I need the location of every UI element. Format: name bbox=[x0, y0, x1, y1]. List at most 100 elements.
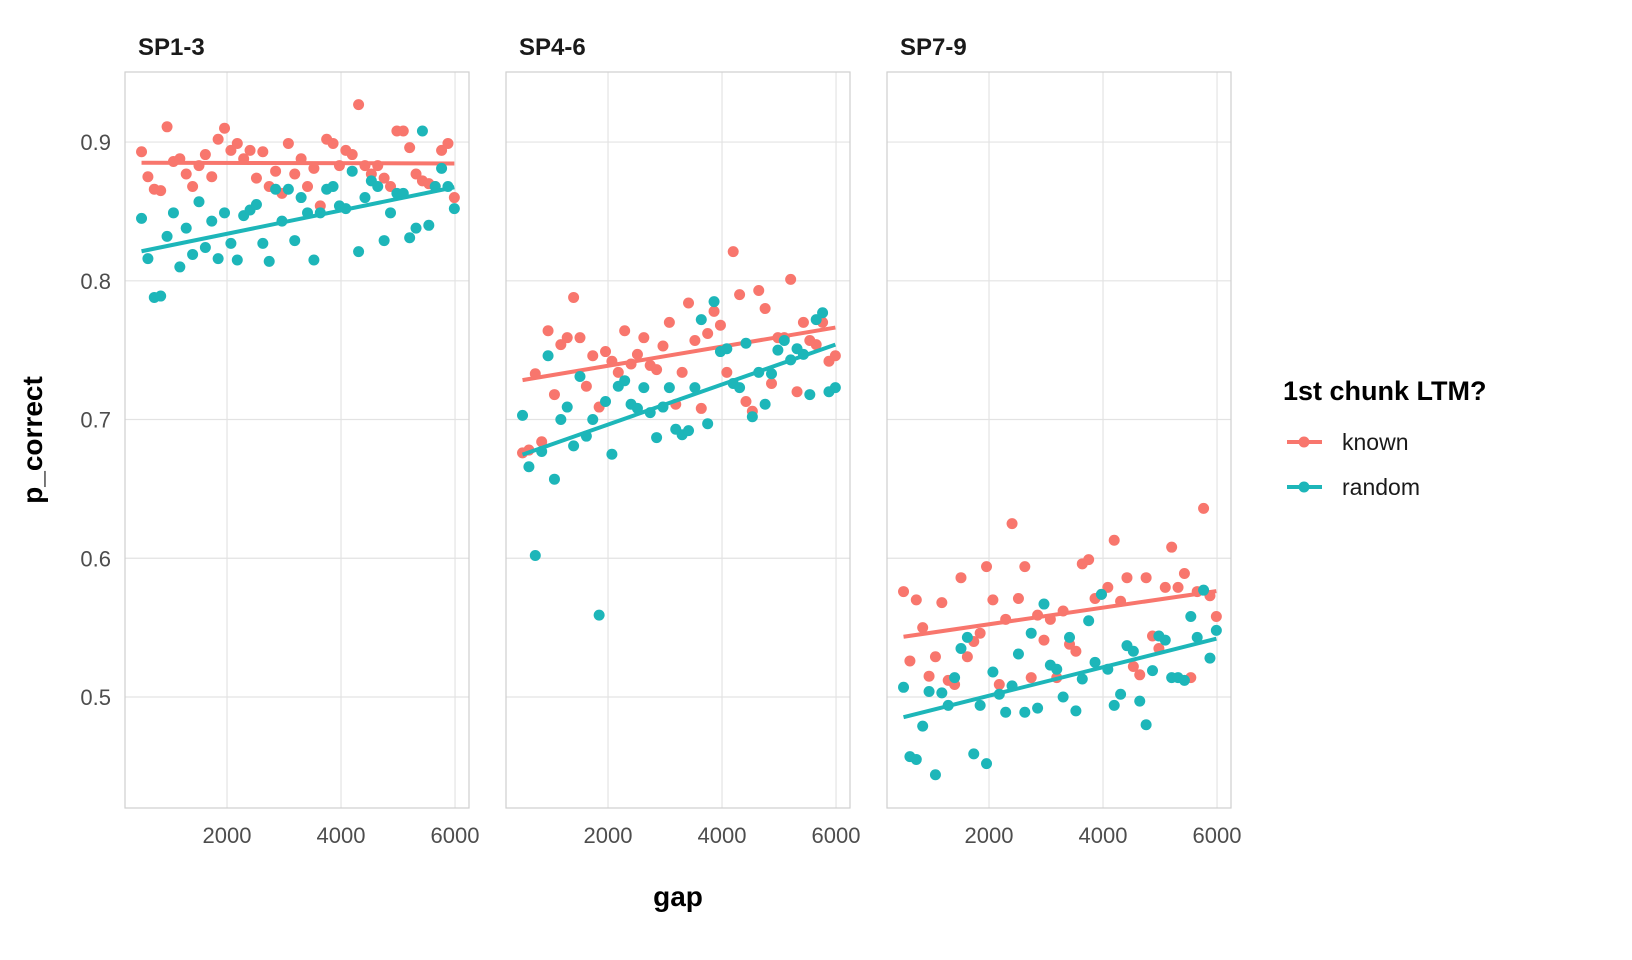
point-random bbox=[949, 672, 961, 684]
point-known bbox=[740, 396, 752, 408]
point-known bbox=[714, 319, 726, 331]
point-known bbox=[981, 561, 993, 573]
point-known bbox=[1121, 572, 1133, 584]
point-known bbox=[225, 144, 237, 156]
x-tick-label: 6000 bbox=[812, 823, 861, 848]
point-known bbox=[1159, 581, 1171, 593]
point-known bbox=[244, 144, 256, 156]
point-random bbox=[587, 414, 599, 426]
point-known bbox=[542, 325, 554, 337]
point-known bbox=[561, 332, 573, 344]
point-random bbox=[404, 232, 416, 244]
y-axis-ticks: 0.5 0.6 0.7 0.8 0.9 bbox=[80, 130, 111, 710]
point-known bbox=[619, 325, 631, 337]
point-known bbox=[353, 99, 365, 111]
point-random bbox=[193, 196, 205, 208]
point-random bbox=[638, 382, 650, 394]
point-known bbox=[676, 366, 688, 378]
point-known bbox=[327, 137, 339, 149]
point-random bbox=[619, 375, 631, 387]
point-random bbox=[1025, 627, 1037, 639]
trend-line-random bbox=[141, 185, 455, 254]
point-known bbox=[302, 180, 314, 192]
point-known bbox=[657, 340, 669, 352]
point-random bbox=[289, 235, 301, 247]
point-known bbox=[1134, 669, 1146, 681]
point-known bbox=[1127, 660, 1139, 672]
point-random bbox=[436, 162, 448, 174]
point-known bbox=[1025, 672, 1037, 684]
point-random bbox=[1191, 631, 1203, 643]
legend-key-point-random bbox=[1298, 481, 1310, 493]
legend-title: 1st chunk LTM? bbox=[1283, 376, 1487, 406]
point-random bbox=[974, 699, 986, 711]
point-random bbox=[225, 237, 237, 249]
x-axis-title: gap bbox=[653, 881, 703, 912]
point-random bbox=[1057, 691, 1069, 703]
point-known bbox=[810, 339, 822, 351]
point-random bbox=[372, 180, 384, 192]
point-known bbox=[270, 165, 282, 177]
point-known bbox=[612, 366, 624, 378]
point-known bbox=[695, 402, 707, 414]
point-known bbox=[536, 436, 548, 448]
point-random bbox=[1178, 674, 1190, 686]
point-known bbox=[727, 246, 739, 258]
point-known bbox=[791, 386, 803, 398]
point-random bbox=[829, 382, 841, 394]
point-random bbox=[574, 371, 586, 383]
point-known bbox=[187, 180, 199, 192]
point-random bbox=[359, 192, 371, 204]
point-random bbox=[898, 681, 910, 693]
point-random bbox=[416, 125, 428, 137]
point-random bbox=[1076, 673, 1088, 685]
facet-strip-label: SP7-9 bbox=[900, 34, 967, 61]
point-known bbox=[663, 316, 675, 328]
y-axis-title: p_correct bbox=[17, 376, 48, 504]
point-random bbox=[695, 314, 707, 326]
point-known bbox=[155, 185, 167, 197]
point-random bbox=[174, 261, 186, 273]
point-known bbox=[1166, 541, 1178, 553]
point-random bbox=[282, 183, 294, 195]
point-random bbox=[1089, 656, 1101, 668]
point-known bbox=[289, 168, 301, 180]
point-known bbox=[904, 655, 916, 667]
point-random bbox=[1140, 719, 1152, 731]
point-random bbox=[772, 344, 784, 356]
point-random bbox=[257, 237, 269, 249]
point-random bbox=[1032, 702, 1044, 714]
legend-key-point-known bbox=[1298, 436, 1310, 448]
point-known bbox=[587, 350, 599, 362]
point-known bbox=[759, 303, 771, 315]
point-random bbox=[327, 180, 339, 192]
point-known bbox=[993, 679, 1005, 691]
point-known bbox=[936, 597, 948, 609]
point-known bbox=[161, 121, 173, 133]
point-known bbox=[683, 297, 695, 309]
point-known bbox=[442, 137, 454, 149]
point-random bbox=[136, 212, 148, 224]
point-known bbox=[448, 192, 460, 204]
point-random bbox=[817, 307, 829, 319]
point-random bbox=[651, 432, 663, 444]
point-known bbox=[180, 168, 192, 180]
trend-line-random bbox=[521, 342, 837, 457]
y-tick-label: 0.9 bbox=[80, 130, 111, 155]
point-known bbox=[397, 125, 409, 137]
point-known bbox=[1108, 534, 1120, 546]
point-known bbox=[219, 122, 231, 134]
point-random bbox=[517, 409, 529, 421]
point-random bbox=[740, 337, 752, 349]
panel-SP4-6: 2000 4000 6000 SP4-6 bbox=[505, 34, 861, 848]
point-random bbox=[206, 215, 218, 227]
point-random bbox=[263, 255, 275, 267]
point-known bbox=[385, 180, 397, 192]
x-tick-label: 6000 bbox=[431, 823, 480, 848]
point-random bbox=[663, 382, 675, 394]
point-random bbox=[219, 207, 231, 219]
point-random bbox=[385, 207, 397, 219]
point-random bbox=[766, 368, 778, 380]
point-random bbox=[353, 246, 365, 258]
